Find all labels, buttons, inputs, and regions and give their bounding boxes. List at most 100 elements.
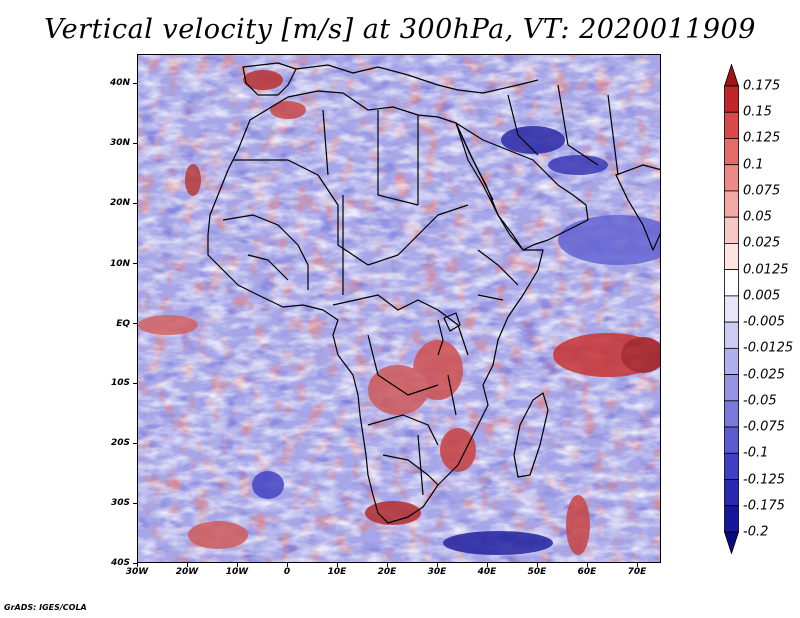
white-texture-layer bbox=[138, 55, 660, 562]
colorbar-level-label: -0.005 bbox=[743, 314, 785, 330]
arabia-coastline bbox=[455, 122, 589, 251]
lon-label-10w: 10W bbox=[225, 567, 249, 577]
colorbar-segment bbox=[724, 426, 739, 454]
map-title: Vertical velocity [m/s] at 300hPa, VT: 2… bbox=[44, 14, 756, 45]
lat-tick bbox=[133, 203, 137, 204]
grads-credit: GrADS: IGES/COLA bbox=[4, 603, 87, 612]
colorbar-segment bbox=[724, 479, 739, 507]
colorbar-segment bbox=[724, 216, 739, 244]
lon-tick bbox=[587, 563, 588, 567]
colorbar-level-label: 0.0125 bbox=[743, 262, 789, 278]
lat-label-40s: 40S bbox=[110, 558, 130, 568]
colorbar-segment bbox=[724, 85, 739, 113]
colorbar-level-label: -0.0125 bbox=[743, 340, 794, 356]
india-coastline bbox=[615, 164, 660, 251]
madagascar-coastline bbox=[513, 392, 549, 478]
colorbar-segment bbox=[724, 243, 739, 271]
lon-tick bbox=[137, 563, 138, 567]
lon-tick bbox=[287, 563, 288, 567]
lat-label-10n: 10N bbox=[109, 259, 130, 269]
lat-tick bbox=[133, 263, 137, 264]
colorbar-level-label: -0.05 bbox=[743, 393, 777, 409]
colorbar-level-label: -0.125 bbox=[743, 472, 785, 488]
colorbar-segment bbox=[724, 374, 739, 402]
border-central bbox=[332, 294, 469, 396]
colorbar-bottom-arrow bbox=[724, 531, 739, 554]
lon-tick bbox=[487, 563, 488, 567]
red-sea bbox=[455, 122, 494, 201]
africa-coastline bbox=[207, 90, 544, 524]
colorbar-level-label: 0.175 bbox=[743, 78, 781, 94]
lat-label-20s: 20S bbox=[110, 438, 130, 448]
lat-label-20n: 20N bbox=[109, 198, 130, 208]
lon-label-20w: 20W bbox=[175, 567, 199, 577]
colorbar-segment bbox=[724, 347, 739, 375]
mediterranean-north bbox=[295, 64, 539, 94]
lon-label-20e: 20E bbox=[377, 567, 397, 577]
colorbar-segment bbox=[724, 111, 739, 139]
lon-tick bbox=[387, 563, 388, 567]
lat-tick bbox=[133, 143, 137, 144]
iberia-coastline bbox=[242, 62, 297, 96]
lon-tick bbox=[237, 563, 238, 567]
coastlines-and-borders bbox=[207, 62, 660, 524]
colorbar-segment bbox=[724, 138, 739, 166]
lon-tick bbox=[337, 563, 338, 567]
colorbar-segment bbox=[724, 321, 739, 349]
lon-label-30e: 30E bbox=[427, 567, 447, 577]
lon-label-40e: 40E bbox=[477, 567, 497, 577]
colorbar-segment bbox=[724, 505, 739, 533]
lat-label-10s: 10S bbox=[110, 378, 130, 388]
lon-tick bbox=[637, 563, 638, 567]
colorbar-segment bbox=[724, 452, 739, 480]
border-horn bbox=[477, 249, 519, 301]
lon-tick bbox=[437, 563, 438, 567]
lat-tick bbox=[133, 83, 137, 84]
lon-label-60e: 60E bbox=[577, 567, 597, 577]
colorbar-segment bbox=[724, 190, 739, 218]
colorbar-level-label: -0.1 bbox=[743, 445, 769, 461]
lat-label-40n: 40N bbox=[109, 78, 130, 88]
border-west-africa bbox=[222, 214, 309, 290]
colorbar-top-arrow bbox=[724, 64, 739, 87]
lon-label-0: 0 bbox=[283, 567, 291, 577]
colorbar-level-label: 0.15 bbox=[743, 104, 772, 120]
colorbar bbox=[724, 64, 739, 554]
border-sahel bbox=[233, 159, 469, 266]
lon-tick bbox=[537, 563, 538, 567]
lat-tick bbox=[133, 383, 137, 384]
lat-tick bbox=[133, 503, 137, 504]
lat-tick bbox=[133, 563, 137, 564]
lat-label-eq: EQ bbox=[116, 319, 130, 329]
colorbar-level-label: 0.075 bbox=[743, 183, 781, 199]
lat-tick bbox=[133, 323, 137, 324]
colorbar-level-label: -0.2 bbox=[743, 524, 769, 540]
lon-label-30w: 30W bbox=[125, 567, 149, 577]
lat-label-30n: 30N bbox=[109, 138, 130, 148]
lat-tick bbox=[133, 443, 137, 444]
colorbar-segment bbox=[724, 295, 739, 323]
colorbar-level-label: 0.025 bbox=[743, 235, 781, 251]
colorbar-segment bbox=[724, 269, 739, 297]
lon-label-50e: 50E bbox=[527, 567, 547, 577]
colorbar-level-label: 0.125 bbox=[743, 130, 781, 146]
border-middle-east bbox=[507, 84, 619, 176]
border-north bbox=[322, 109, 419, 295]
colorbar-level-label: 0.1 bbox=[743, 157, 764, 173]
colorbar-segment bbox=[724, 400, 739, 428]
lake-victoria bbox=[443, 312, 461, 332]
great-lakes bbox=[437, 319, 457, 416]
border-south bbox=[367, 414, 439, 496]
colorbar-level-label: -0.025 bbox=[743, 367, 785, 383]
colorbar-segment bbox=[724, 164, 739, 192]
lon-label-10e: 10E bbox=[327, 567, 347, 577]
lat-label-30s: 30S bbox=[110, 498, 130, 508]
colorbar-level-label: -0.075 bbox=[743, 419, 785, 435]
colorbar-level-label: 0.05 bbox=[743, 209, 772, 225]
colorbar-level-label: 0.005 bbox=[743, 288, 781, 304]
colorbar-level-label: -0.175 bbox=[743, 498, 785, 514]
lon-label-70e: 70E bbox=[627, 567, 647, 577]
lon-tick bbox=[187, 563, 188, 567]
velocity-field-map bbox=[138, 55, 660, 562]
map-panel bbox=[137, 54, 661, 563]
